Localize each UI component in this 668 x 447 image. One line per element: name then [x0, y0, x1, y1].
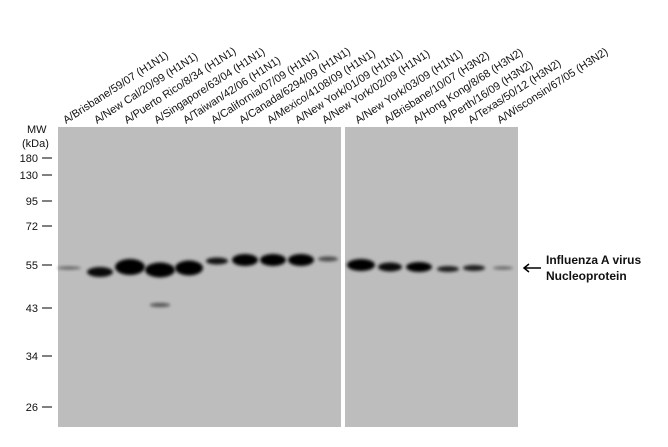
bands — [57, 254, 513, 307]
band — [145, 262, 175, 278]
marker-label: 95 — [26, 196, 38, 208]
band — [232, 254, 258, 266]
band — [493, 266, 513, 270]
mw-title: MW — [27, 124, 47, 136]
marker-label: 34 — [26, 351, 38, 363]
band — [150, 303, 170, 307]
marker-label: 130 — [20, 170, 38, 182]
arrow — [522, 263, 541, 273]
mw-unit: (kDa) — [22, 138, 49, 150]
band — [115, 259, 145, 275]
band — [260, 254, 286, 266]
marker-label: 55 — [26, 260, 38, 272]
gel-panel — [345, 127, 518, 427]
band — [378, 262, 402, 272]
band — [463, 265, 485, 271]
band — [175, 260, 203, 276]
band — [318, 256, 338, 262]
annotation: Influenza A virus — [546, 253, 641, 267]
marker-label: 180 — [20, 153, 38, 165]
band — [347, 259, 375, 271]
band — [406, 262, 432, 272]
band — [57, 266, 81, 270]
band — [437, 266, 459, 272]
band — [87, 267, 113, 277]
lane-labels: A/Brisbane/59/07 (H1N1)A/New Cal/20/99 (… — [61, 45, 610, 126]
marker-label: 26 — [26, 402, 38, 414]
band — [206, 257, 228, 265]
markers: 180 130 95 72 55 43 34 26 — [20, 153, 52, 414]
marker-label: 72 — [26, 221, 38, 233]
annotation: Nucleoprotein — [546, 269, 627, 283]
gel-panel — [58, 127, 341, 427]
band — [288, 254, 314, 266]
marker-label: 43 — [26, 303, 38, 315]
